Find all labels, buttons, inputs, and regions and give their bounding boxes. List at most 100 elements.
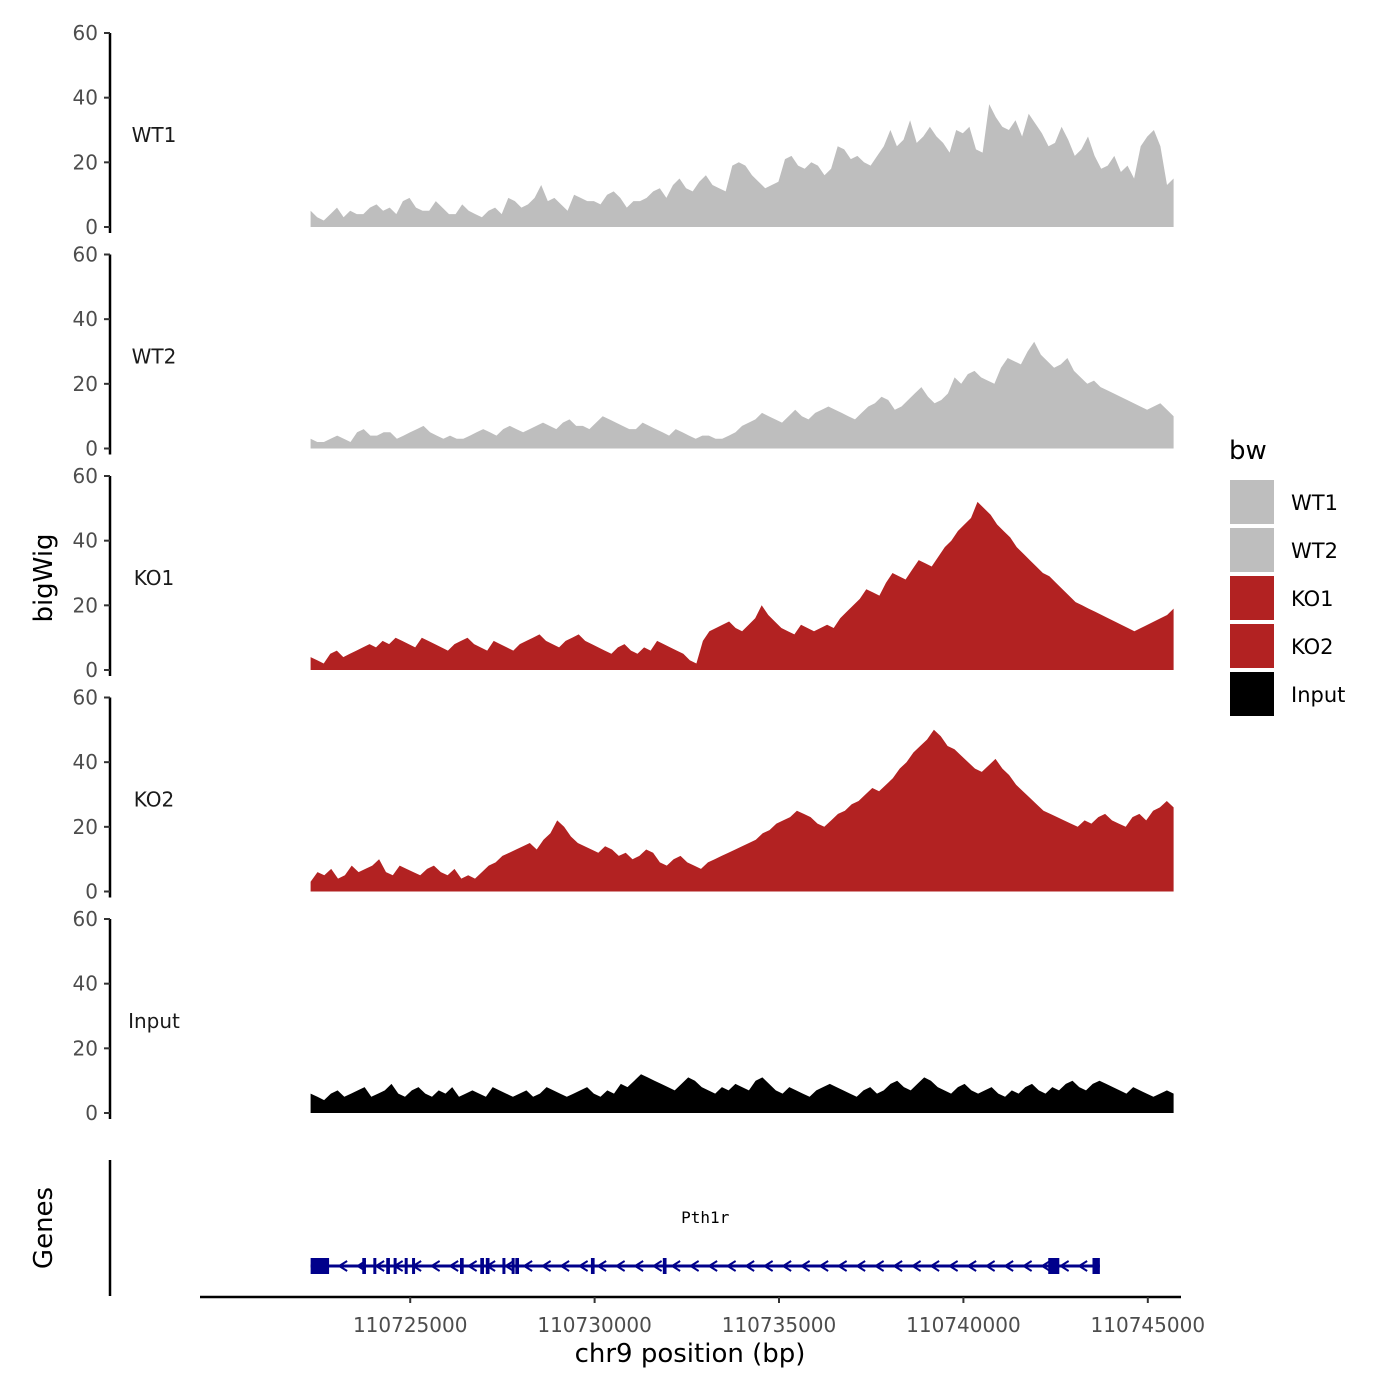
y-tick-label: 40: [73, 529, 98, 553]
strand-arrow: [855, 1260, 866, 1272]
track-label: KO1: [134, 566, 175, 590]
strand-arrow: [762, 1260, 774, 1272]
exon: [662, 1258, 667, 1274]
strand-arrow: [1003, 1260, 1014, 1272]
legend-item-ko1: KO1: [1230, 576, 1334, 620]
strand-arrow: [947, 1260, 959, 1272]
strand-arrow: [707, 1260, 718, 1272]
strand-arrow: [522, 1260, 533, 1272]
strand-arrow: [466, 1260, 478, 1272]
strand-arrow: [873, 1260, 885, 1272]
legend-label: Input: [1291, 683, 1345, 707]
y-tick-label: 60: [73, 243, 98, 267]
y-tick-label: 40: [73, 86, 98, 110]
y-tick-label: 0: [85, 437, 98, 461]
legend-swatch: [1230, 624, 1274, 668]
y-tick-label: 20: [73, 1036, 98, 1060]
legend-swatch: [1230, 672, 1274, 716]
exon: [386, 1258, 390, 1274]
legend-title: bw: [1229, 436, 1267, 466]
strand-arrow: [651, 1260, 663, 1272]
y-tick-label: 0: [85, 658, 98, 682]
track-label: KO2: [134, 788, 175, 812]
y-tick-label: 20: [73, 593, 98, 617]
strand-arrow: [577, 1260, 589, 1272]
strand-arrow: [1058, 1260, 1070, 1272]
strand-arrow: [596, 1260, 607, 1272]
exon: [590, 1258, 595, 1274]
strand-arrow: [448, 1260, 459, 1272]
track-input: 0 20 40 60 Input: [73, 907, 1174, 1125]
gene-label: Pth1r: [681, 1208, 730, 1227]
strand-arrow: [1021, 1260, 1033, 1272]
exon: [310, 1258, 330, 1274]
track-label: WT1: [132, 123, 177, 147]
strand-arrow: [818, 1260, 829, 1272]
coverage-area-wt1: [310, 104, 1174, 227]
y-tick-label: 60: [73, 21, 98, 45]
y-tick-label: 40: [73, 750, 98, 774]
legend-label: KO1: [1291, 587, 1334, 611]
y-axis-title: bigWig: [29, 533, 59, 622]
coverage-area-ko2: [310, 729, 1174, 892]
strand-arrow: [725, 1260, 737, 1272]
y-tick-label: 40: [73, 307, 98, 331]
strand-arrow: [929, 1260, 940, 1272]
y-tick-label: 20: [73, 372, 98, 396]
exon: [404, 1258, 408, 1274]
strand-arrow: [1077, 1260, 1088, 1272]
coverage-area-ko1: [310, 501, 1174, 670]
legend-label: WT2: [1291, 539, 1338, 563]
legend-item-input: Input: [1230, 672, 1345, 716]
tracks-layer: 0 20 40 60 WT1 0 20 40 60 WT2 0 20 40 60 KO1 0 20 40 60 KO2…: [73, 21, 1174, 1125]
strand-arrow: [799, 1260, 811, 1272]
exon: [362, 1258, 366, 1274]
strand-arrow: [633, 1260, 644, 1272]
legend: bw WT1 WT2 KO1 KO2 Input: [1229, 436, 1345, 716]
y-tick-label: 40: [73, 972, 98, 996]
genes-axis-title: Genes: [29, 1187, 59, 1269]
legend-swatch: [1230, 576, 1274, 620]
legend-item-wt1: WT1: [1230, 480, 1338, 524]
strand-arrow: [670, 1260, 681, 1272]
strand-arrow: [614, 1260, 626, 1272]
y-tick-label: 60: [73, 464, 98, 488]
y-tick-label: 0: [85, 880, 98, 904]
exon: [393, 1258, 397, 1274]
track-wt2: 0 20 40 60 WT2: [73, 243, 1174, 461]
exon: [485, 1258, 490, 1274]
legend-label: KO2: [1291, 635, 1334, 659]
y-tick-label: 0: [85, 215, 98, 239]
legend-swatch: [1230, 528, 1274, 572]
y-tick-label: 0: [85, 1101, 98, 1125]
track-ko2: 0 20 40 60 KO2: [73, 686, 1174, 904]
exon: [412, 1258, 416, 1274]
strand-arrow: [836, 1260, 848, 1272]
exon: [460, 1258, 464, 1274]
track-label: WT2: [132, 345, 177, 369]
exon: [1092, 1258, 1100, 1274]
strand-arrow: [892, 1260, 903, 1272]
track-ko1: 0 20 40 60 KO1: [73, 464, 1174, 682]
strand-arrow: [688, 1260, 700, 1272]
x-tick-label: 110745000: [1091, 1313, 1206, 1337]
coverage-area-wt2: [310, 341, 1174, 449]
strand-arrow: [984, 1260, 996, 1272]
strand-arrow: [781, 1260, 792, 1272]
x-tick-label: 110740000: [906, 1313, 1021, 1337]
strand-arrow: [540, 1260, 552, 1272]
legend-item-ko2: KO2: [1230, 624, 1334, 668]
x-tick-label: 110725000: [353, 1313, 468, 1337]
y-tick-label: 20: [73, 150, 98, 174]
strand-arrow: [910, 1260, 922, 1272]
x-tick-label: 110730000: [537, 1313, 652, 1337]
y-tick-label: 60: [73, 686, 98, 710]
y-tick-label: 20: [73, 815, 98, 839]
exon: [480, 1258, 484, 1274]
x-tick-label: 110735000: [722, 1313, 837, 1337]
track-label: Input: [128, 1009, 180, 1033]
exon: [511, 1258, 515, 1274]
legend-label: WT1: [1291, 491, 1338, 515]
y-tick-label: 60: [73, 907, 98, 931]
strand-arrow: [1040, 1260, 1051, 1272]
